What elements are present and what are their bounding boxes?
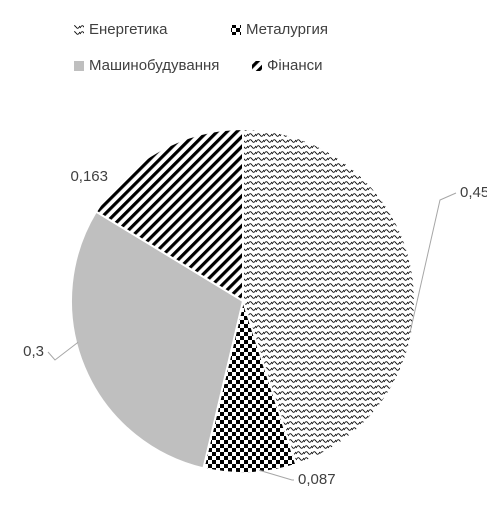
pie-slice <box>94 127 244 303</box>
legend-label: Металургия <box>246 21 328 38</box>
legend-swatch <box>74 25 84 35</box>
data-label: 0,087 <box>298 471 336 488</box>
leader-line <box>47 341 79 361</box>
pie: 0,45 0,087 0,3 0,163 <box>23 127 487 488</box>
legend-label: Енергетика <box>89 21 168 38</box>
data-label: 0,45 <box>460 184 487 201</box>
data-label: 0,3 <box>23 343 44 360</box>
legend-swatch <box>252 61 262 71</box>
data-label: 0,163 <box>70 168 108 185</box>
leader-line <box>259 469 294 481</box>
legend-swatch <box>74 61 84 71</box>
legend-label: Фінанси <box>267 57 323 74</box>
leader-line <box>409 192 457 332</box>
pie-slice <box>242 127 417 466</box>
legend-label: Машинобудування <box>89 57 219 74</box>
legend-swatch <box>231 25 241 35</box>
legend: Енергетика Металургия Машинобудування Фінан… <box>74 21 328 74</box>
pie-slice <box>202 297 298 474</box>
